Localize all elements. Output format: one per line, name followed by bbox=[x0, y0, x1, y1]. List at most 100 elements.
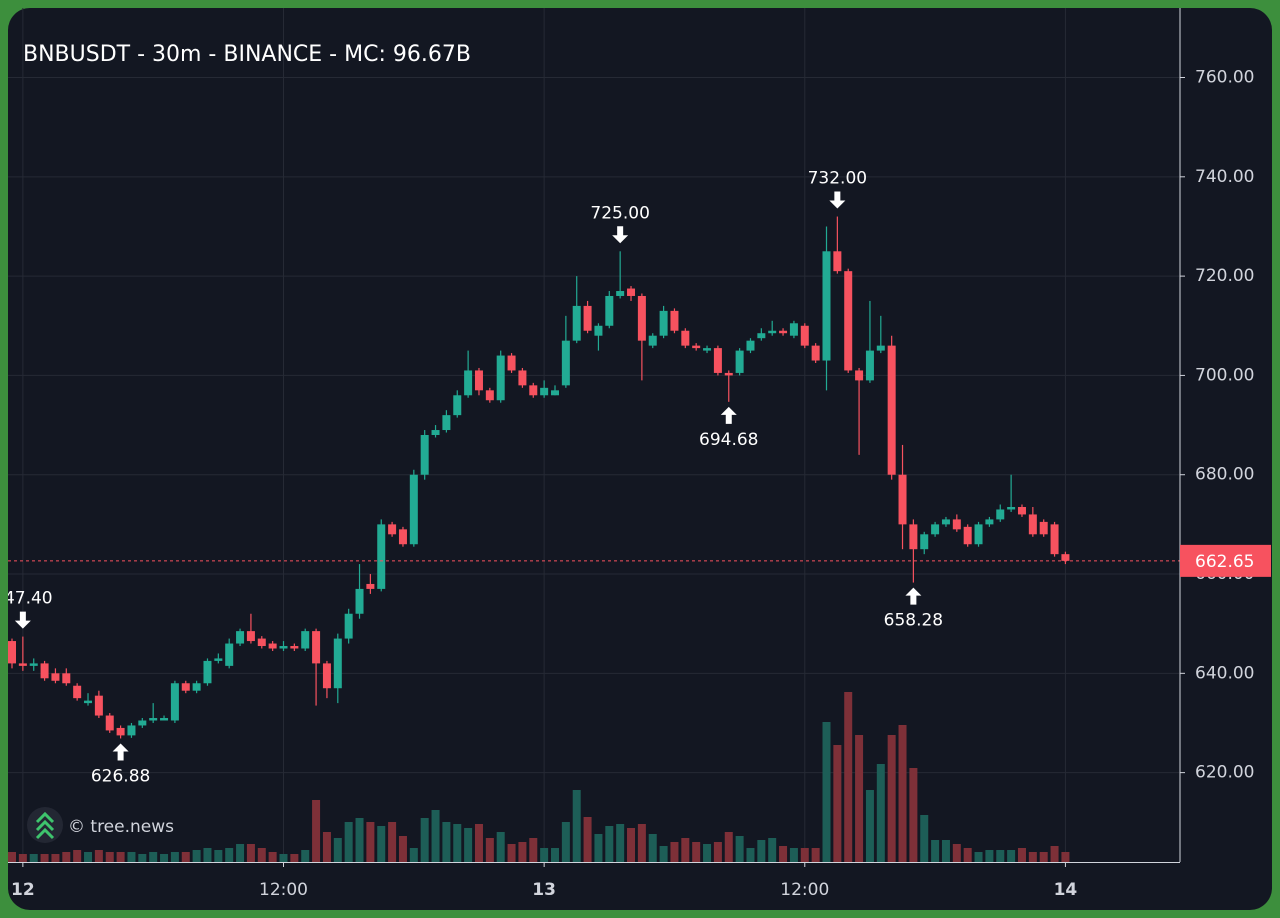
candle-body bbox=[735, 350, 744, 373]
candle-body bbox=[127, 725, 136, 736]
volume-bar bbox=[909, 768, 918, 862]
candle-body bbox=[637, 295, 646, 341]
volume-bar bbox=[1007, 850, 1016, 862]
volume-bar bbox=[398, 836, 407, 862]
volume-bar bbox=[29, 854, 38, 862]
candle-body bbox=[1028, 514, 1037, 535]
volume-bar bbox=[865, 790, 874, 862]
candle-body bbox=[670, 310, 679, 331]
volume-bar bbox=[703, 844, 712, 862]
volume-bar bbox=[73, 850, 82, 862]
volume-bar bbox=[855, 735, 864, 862]
candle-body bbox=[485, 390, 494, 401]
volume-bar bbox=[920, 815, 929, 862]
grid bbox=[8, 8, 1180, 862]
y-tick-label: 680.00 bbox=[1195, 465, 1254, 485]
volume-bar bbox=[344, 822, 353, 862]
candle-body bbox=[105, 715, 114, 731]
x-tick-label: 12 bbox=[11, 880, 35, 900]
volume-bar bbox=[485, 838, 494, 862]
annotation-label: 647.40 bbox=[0, 589, 53, 609]
volume-bar bbox=[225, 848, 234, 862]
annotation-label: 694.68 bbox=[699, 430, 758, 450]
volume-bar bbox=[551, 848, 559, 862]
volume-bar bbox=[963, 848, 972, 862]
volume-bar bbox=[268, 852, 277, 862]
volume-bar bbox=[952, 844, 961, 862]
candle-body bbox=[453, 395, 462, 416]
volume-bar bbox=[974, 852, 983, 862]
volume-bar bbox=[464, 828, 473, 862]
volume-bar bbox=[181, 852, 190, 862]
candle-body bbox=[692, 345, 701, 349]
candle-body bbox=[355, 588, 364, 614]
volume-bar bbox=[377, 826, 386, 862]
volume-bar bbox=[355, 818, 364, 862]
volume-bar bbox=[811, 848, 820, 862]
volume-bar bbox=[1061, 852, 1070, 862]
candle-body bbox=[333, 638, 342, 689]
candle-body bbox=[420, 435, 429, 475]
volume-bar bbox=[279, 854, 288, 862]
volume-bar bbox=[605, 826, 614, 862]
candle-body bbox=[431, 430, 440, 435]
candle-body bbox=[29, 663, 38, 666]
volume-bar bbox=[931, 840, 940, 862]
volume-bar bbox=[51, 854, 60, 862]
candle-body bbox=[996, 509, 1005, 520]
candle-body bbox=[84, 700, 93, 704]
volume-bar bbox=[789, 848, 798, 862]
candle-body bbox=[496, 355, 505, 401]
candle-body bbox=[627, 288, 636, 296]
candle-body bbox=[529, 385, 538, 396]
candle-body bbox=[855, 370, 864, 381]
candle-body bbox=[583, 305, 592, 331]
candle-body bbox=[659, 310, 668, 336]
volume-bar bbox=[616, 824, 625, 862]
panel bbox=[8, 8, 1272, 910]
candle-body bbox=[116, 727, 125, 736]
candle-body bbox=[51, 673, 60, 681]
volume-bar bbox=[170, 852, 179, 862]
candle-body bbox=[746, 340, 755, 351]
volume-bar bbox=[496, 832, 505, 862]
volume-bar bbox=[62, 852, 71, 862]
y-tick-label: 720.00 bbox=[1195, 266, 1254, 286]
candle-body bbox=[713, 348, 722, 373]
volume-bar bbox=[724, 832, 733, 862]
annotation-arrow bbox=[720, 406, 737, 424]
volume-bar bbox=[1050, 846, 1059, 862]
volume-bar bbox=[246, 844, 255, 862]
last-price-label: 662.65 bbox=[1195, 552, 1254, 572]
candle-body bbox=[811, 345, 820, 361]
candle-body bbox=[73, 685, 82, 699]
candle-body bbox=[1050, 524, 1059, 555]
candle-body bbox=[181, 683, 190, 691]
candle-body bbox=[1007, 506, 1016, 510]
candle-body bbox=[246, 631, 255, 642]
volume-bar bbox=[160, 854, 169, 862]
y-tick-label: 640.00 bbox=[1195, 663, 1254, 683]
candle-body bbox=[366, 583, 375, 589]
candle-body bbox=[312, 631, 321, 664]
candle-body bbox=[800, 325, 809, 346]
volume-bar bbox=[561, 822, 570, 862]
volume-bar bbox=[540, 848, 549, 862]
watermark-logo-chevrons bbox=[35, 811, 55, 840]
candle-body bbox=[952, 519, 961, 530]
candle-body bbox=[876, 345, 885, 351]
volume-bar bbox=[507, 844, 516, 862]
candle-body bbox=[507, 355, 516, 371]
volume-bar bbox=[833, 745, 842, 862]
x-tick-label: 12:00 bbox=[780, 880, 829, 900]
candle-body bbox=[94, 695, 103, 716]
volume-bar bbox=[876, 764, 885, 862]
annotation-arrow bbox=[829, 191, 846, 209]
volume-bar bbox=[941, 840, 950, 862]
volume-bar bbox=[149, 852, 158, 862]
volume-bar bbox=[670, 842, 679, 862]
volume-bar bbox=[713, 842, 722, 862]
volume-bar bbox=[692, 842, 701, 862]
volume-bar bbox=[420, 818, 429, 862]
volume-bar bbox=[290, 854, 299, 862]
